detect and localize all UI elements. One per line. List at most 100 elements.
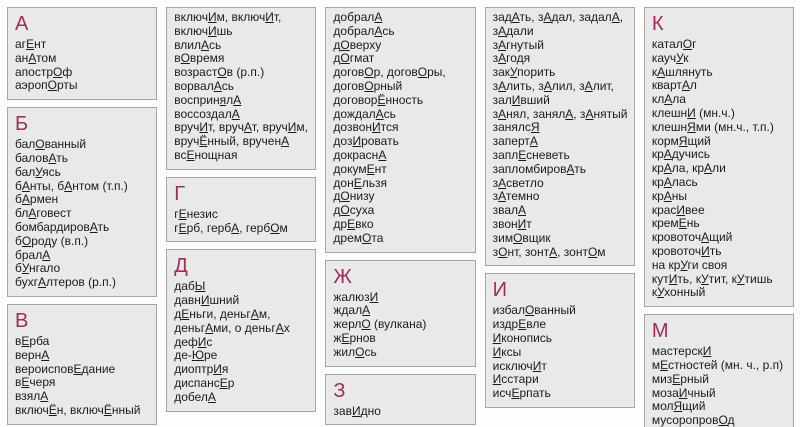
stressed-letter: А bbox=[205, 320, 214, 335]
stressed-letter: А bbox=[663, 188, 672, 203]
stressed-letter: Е bbox=[347, 216, 356, 231]
stressed-letter: Е bbox=[73, 361, 82, 376]
word-entry: балОванный bbox=[15, 137, 87, 152]
stressed-letter: У bbox=[701, 271, 709, 286]
stressed-letter: А bbox=[28, 206, 37, 221]
word-entry: кровоточАщий bbox=[651, 230, 733, 245]
stressed-letter: А bbox=[374, 23, 383, 38]
word-entry: диоптрИя bbox=[174, 362, 229, 377]
stressed-letter: Е bbox=[660, 357, 668, 372]
stressed-letter: И bbox=[372, 120, 381, 135]
word-entry: добралАсь bbox=[333, 23, 395, 38]
stressed-letter: А bbox=[543, 78, 552, 93]
stressed-letter: А bbox=[28, 50, 37, 65]
stressed-letter: Я bbox=[678, 133, 688, 148]
word-entry: дОгмат bbox=[333, 51, 375, 66]
word-entry: вЕрба bbox=[15, 333, 50, 348]
word-entry: дефИс bbox=[174, 334, 213, 349]
letter-header: И bbox=[492, 279, 507, 302]
stressed-letter: О bbox=[340, 189, 350, 204]
stressed-letter: О bbox=[355, 344, 365, 359]
stressed-letter: Ё bbox=[377, 92, 386, 107]
stressed-letter: А bbox=[207, 389, 216, 404]
stressed-letter: И bbox=[492, 372, 502, 387]
stressed-letter: А bbox=[498, 78, 507, 93]
word-entry: зАлить, зАлил, зАлит, bbox=[492, 78, 614, 93]
word-entry: вручЁнный, врученА bbox=[174, 134, 290, 149]
letter-header: А bbox=[15, 13, 29, 35]
word-entry: звонИт bbox=[492, 216, 532, 231]
word-entry: возрастОв (р.п.) bbox=[174, 65, 265, 80]
word-entry: кУхонный bbox=[651, 285, 706, 300]
stressed-letter: О bbox=[587, 244, 598, 259]
stressed-letter: Е bbox=[21, 375, 30, 390]
stressed-letter: А bbox=[281, 134, 290, 149]
word-entry: на крУги своя bbox=[651, 257, 728, 272]
stressed-letter: И bbox=[197, 334, 207, 349]
stressed-letter: О bbox=[340, 51, 350, 66]
word-entry: вернА bbox=[15, 347, 50, 362]
word-entry: кормЯщий bbox=[651, 133, 711, 148]
word-entry: крАлась bbox=[651, 174, 698, 189]
word-entry: избалОванный bbox=[492, 303, 576, 318]
stressed-letter: А bbox=[681, 78, 690, 93]
word-entry: каучУк bbox=[651, 50, 689, 65]
stressed-letter: И bbox=[351, 403, 361, 418]
stressed-letter: О bbox=[364, 65, 374, 80]
stressed-letter: И bbox=[668, 271, 678, 286]
letter-header: М bbox=[651, 320, 669, 343]
stressed-letter: А bbox=[529, 134, 538, 149]
word-entry: зАнял, занялА, зАнятый bbox=[492, 106, 628, 121]
stressed-letter: А bbox=[657, 64, 666, 79]
word-entry: занялсЯ bbox=[492, 120, 540, 135]
stressed-letter: Е bbox=[511, 386, 520, 401]
stressed-letter: И bbox=[492, 330, 502, 345]
stressed-letter: О bbox=[362, 230, 372, 245]
stressed-letter: А bbox=[21, 178, 30, 193]
stressed-letter: Е bbox=[518, 317, 527, 332]
word-entry: зАгнутый bbox=[492, 37, 544, 52]
word-entry: зАсветло bbox=[492, 175, 544, 190]
stressed-letter: А bbox=[244, 120, 252, 135]
word-entry: деньгАми, о деньгАх bbox=[174, 320, 290, 335]
stressed-letter: Ю bbox=[191, 348, 204, 363]
stressed-letter: О bbox=[270, 220, 280, 235]
stressed-letter: А bbox=[584, 78, 593, 93]
stressed-letter: И bbox=[352, 134, 362, 149]
stressed-letter: И bbox=[678, 385, 688, 400]
word-entry: ворвалАсь bbox=[174, 78, 234, 93]
stressed-letter: А bbox=[498, 189, 506, 204]
stressed-letter: А bbox=[549, 244, 558, 259]
stressed-letter: О bbox=[513, 230, 523, 245]
letter-header: Г bbox=[174, 182, 186, 205]
word-entry: вручИт, вручАт, вручИм, bbox=[174, 120, 308, 135]
stressed-letter: И bbox=[701, 243, 710, 258]
stressed-letter: У bbox=[35, 164, 43, 179]
stressed-letter: Е bbox=[341, 330, 350, 345]
stressed-letter: А bbox=[498, 106, 507, 121]
stressed-letter: А bbox=[41, 347, 50, 362]
word-entry: гЕнезис bbox=[174, 206, 218, 221]
word-entry: диспансЕр bbox=[174, 375, 235, 390]
stressed-letter: О bbox=[340, 203, 350, 218]
stressed-letter: И bbox=[207, 23, 217, 38]
stressed-letter: А bbox=[42, 247, 51, 262]
word-entry: зАтемно bbox=[492, 189, 540, 204]
stressed-letter: А bbox=[231, 106, 240, 121]
stressed-letter: О bbox=[53, 64, 63, 79]
stressed-letter: А bbox=[543, 10, 552, 24]
stressed-letter: А bbox=[663, 174, 672, 189]
word-entry: бАрмен bbox=[15, 192, 59, 207]
stressed-letter: А bbox=[231, 220, 240, 235]
stressed-letter: И bbox=[287, 120, 297, 135]
word-entry: давнИшний bbox=[174, 293, 240, 308]
word-entry: зимОвщик bbox=[492, 230, 551, 245]
stressed-letter: А bbox=[64, 178, 73, 193]
word-entry: добелА bbox=[174, 389, 216, 404]
word-entry: задАть, зАдал, задалА, bbox=[492, 10, 624, 24]
stressed-letter: А bbox=[611, 10, 620, 24]
letter-header: Д bbox=[174, 255, 188, 278]
